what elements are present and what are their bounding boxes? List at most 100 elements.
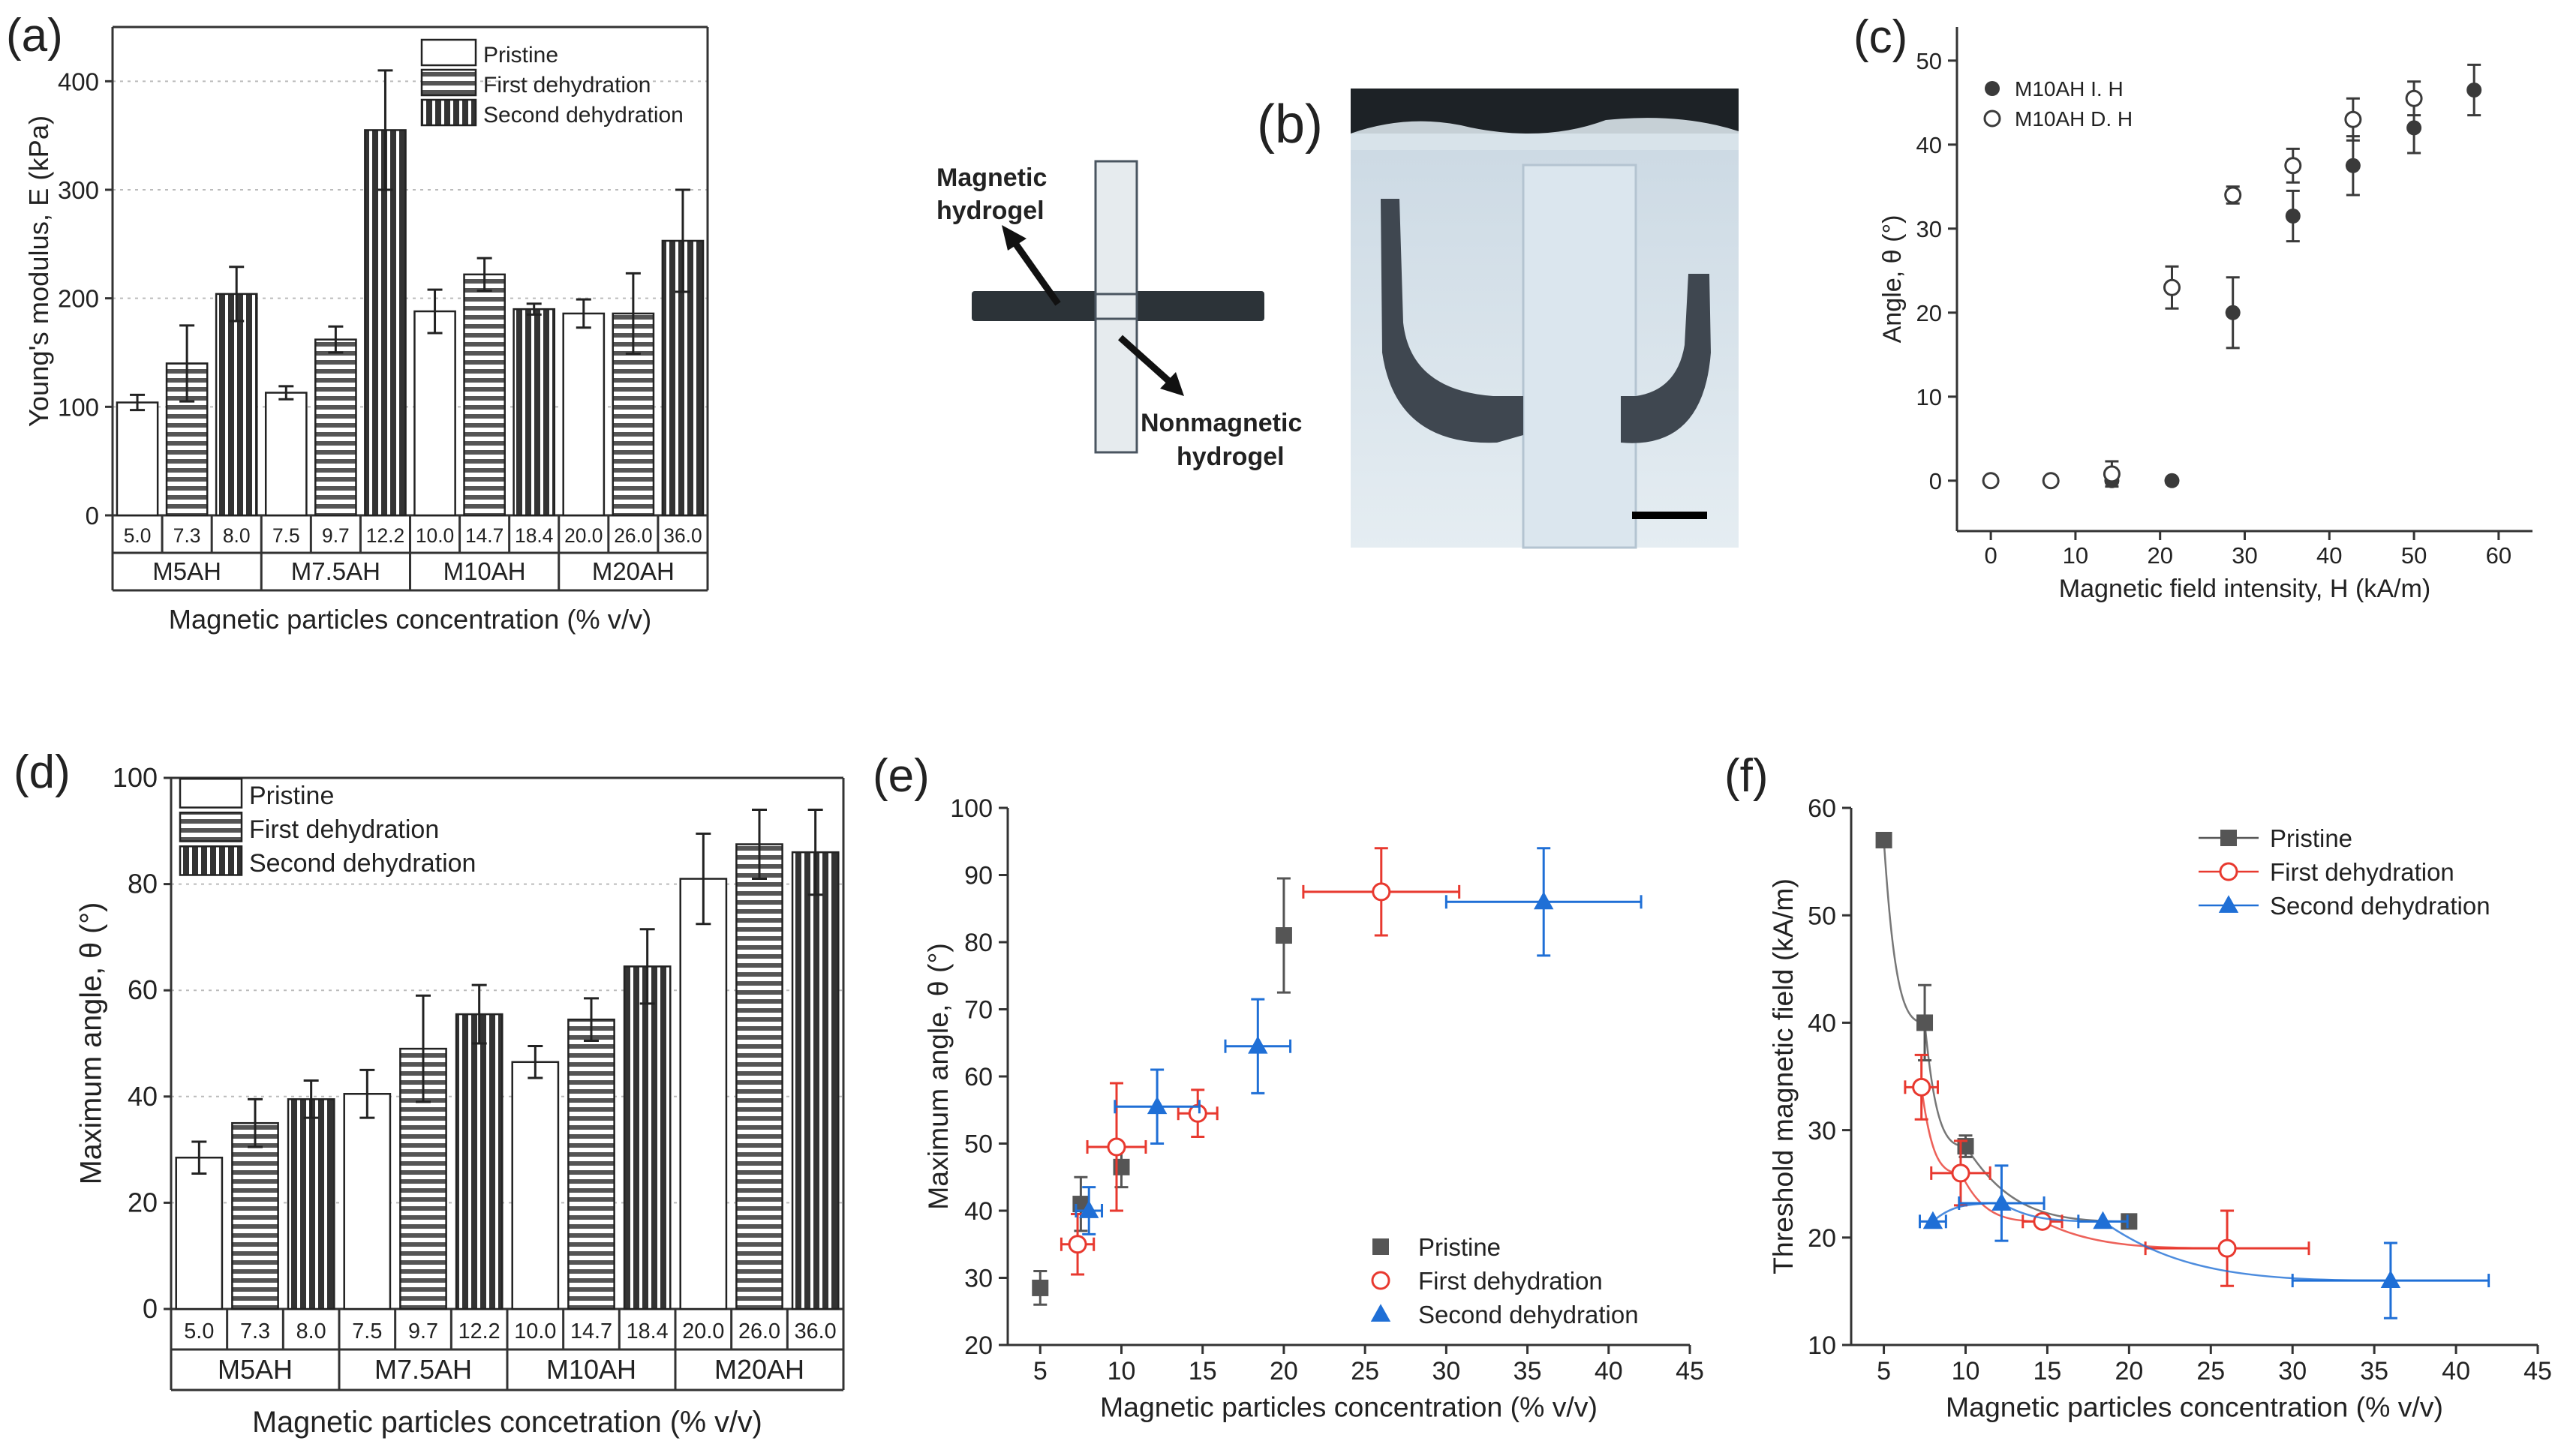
- bar: [791, 851, 840, 1310]
- group-label: M10AH: [443, 557, 526, 585]
- legend-label: M10AH D. H: [2015, 107, 2133, 131]
- x-tick-label: 7.5: [272, 524, 300, 547]
- panel-label-c: (c): [1853, 11, 1907, 63]
- y-tick-label: 60: [128, 974, 158, 1005]
- trend-line: [1883, 839, 2130, 1223]
- data-point: [2220, 830, 2237, 846]
- panel-label-e: (e): [873, 750, 930, 802]
- data-point: [1991, 1193, 2012, 1211]
- bar: [511, 1061, 560, 1310]
- data-point: [1068, 1235, 1087, 1254]
- bar: [116, 401, 159, 517]
- y-tick-label: 90: [964, 862, 993, 890]
- bar: [679, 878, 728, 1310]
- data-point: [1372, 882, 1391, 902]
- data-point: [1372, 1238, 1389, 1255]
- photo: [1351, 89, 1739, 549]
- data-point: [2164, 473, 2180, 488]
- x-tick-label: 10: [1108, 1357, 1136, 1385]
- x-tick-label: 30: [2232, 542, 2257, 569]
- x-tick-label: 18.4: [515, 524, 553, 547]
- bar: [215, 293, 258, 517]
- data-point: [1875, 831, 1892, 848]
- x-tick-label: 10.0: [514, 1319, 556, 1343]
- y-tick-label: 200: [58, 285, 99, 313]
- legend-swatch: [179, 845, 243, 876]
- data-point: [2405, 89, 2423, 107]
- data-point: [2218, 895, 2239, 913]
- x-tick-label: 7.3: [240, 1319, 270, 1343]
- data-point: [1985, 81, 2000, 96]
- data-point: [2042, 472, 2060, 490]
- legend-label: Second dehydration: [483, 103, 684, 128]
- bar: [623, 965, 672, 1310]
- y-tick-label: 20: [964, 1331, 993, 1360]
- y-axis-label: Young's modulus, E (kPa): [23, 116, 54, 427]
- y-tick-label: 300: [58, 176, 99, 204]
- bar: [463, 273, 506, 517]
- x-tick-label: 10: [1952, 1357, 1980, 1385]
- y-tick-label: 100: [58, 393, 99, 421]
- x-tick-label: 26.0: [738, 1319, 780, 1343]
- x-axis-label: Magnetic particles concentration (% v/v): [169, 604, 652, 635]
- trend-line: [1920, 1087, 2228, 1250]
- y-tick-label: 30: [964, 1265, 993, 1293]
- chart-d: 0 20 40 60 80 100 5.0 7.3 8.0 7.5 9.7 12.2 10.0 14.7 1…: [74, 762, 845, 1439]
- x-tick-label: 50: [2401, 542, 2427, 569]
- x-tick-label: 14.7: [465, 524, 503, 547]
- legend-label: M10AH I. H: [2015, 77, 2124, 101]
- y-tick-label: 400: [58, 68, 99, 95]
- x-axis-label: Magnetic particles concetration (% v/v): [252, 1406, 762, 1439]
- x-tick-label: 20: [2115, 1357, 2143, 1385]
- chart-e: 5 10 15 20 25 30 35 40 45 20 30 40 50 60 70 80 90 100 Magn…: [922, 794, 1704, 1422]
- data-point: [1912, 1077, 1931, 1097]
- nonmagnetic-arrow: [1117, 335, 1174, 386]
- group-label: M20AH: [592, 557, 675, 585]
- group-label: M10AH: [546, 1354, 636, 1385]
- schematic: Magnetic hydrogel Nonmagnetic hydrogel: [936, 160, 1302, 471]
- x-tick-label: 10: [2063, 542, 2088, 569]
- group-label: M7.5AH: [291, 557, 380, 585]
- x-tick-label: 8.0: [223, 524, 251, 547]
- legend-swatch: [420, 98, 477, 127]
- x-tick-label: 35: [1513, 1357, 1542, 1385]
- group-label: M5AH: [218, 1354, 293, 1385]
- x-tick-label: 0: [1984, 542, 1997, 569]
- panel-label-d: (d): [14, 746, 71, 798]
- nonmagnetic-label-2: hydrogel: [1177, 443, 1285, 471]
- y-tick-label: 70: [964, 996, 993, 1025]
- bar: [175, 1156, 224, 1310]
- data-point: [2033, 1211, 2052, 1231]
- y-tick-label: 80: [128, 869, 158, 899]
- data-point: [2466, 83, 2482, 98]
- legend-label: First dehydration: [483, 73, 651, 98]
- bar: [413, 310, 456, 517]
- x-tick-label: 40: [2316, 542, 2342, 569]
- bar: [287, 1098, 335, 1310]
- data-point: [2093, 1211, 2113, 1229]
- chart-f: 5 10 15 20 25 30 35 40 45 10 20 30 40 50 60 Magnetic pa…: [1767, 794, 2552, 1422]
- panel-label-b: (b): [1257, 95, 1323, 155]
- nonmagnetic-arrow-head: [1160, 372, 1184, 396]
- data-point: [1147, 1096, 1168, 1115]
- legend-swatch: [179, 778, 243, 809]
- bar: [567, 1018, 615, 1310]
- legend-label: First dehydration: [249, 815, 439, 844]
- data-point: [1032, 1279, 1049, 1296]
- y-tick-label: 10: [1808, 1331, 1836, 1360]
- bar: [314, 338, 357, 517]
- y-tick-label: 60: [964, 1063, 993, 1091]
- chart-c: 0 10 20 30 40 50 60 0 10 20 30 40 50 Magnetic field i…: [1878, 27, 2532, 603]
- chart-a: 0 100 200 300 400 5.0 7.3 8.0 7.5 9.7 12.2 10.0 14.7…: [23, 26, 709, 635]
- bar: [735, 843, 783, 1310]
- data-point: [1982, 472, 2000, 490]
- magnetic-arrow: [1010, 238, 1061, 306]
- data-point: [2284, 157, 2302, 175]
- data-point: [1951, 1163, 1970, 1183]
- x-tick-label: 5.0: [184, 1319, 214, 1343]
- data-point: [1275, 927, 1292, 944]
- y-tick-label: 20: [128, 1187, 158, 1217]
- data-point: [2285, 209, 2301, 224]
- y-tick-label: 30: [1808, 1117, 1836, 1145]
